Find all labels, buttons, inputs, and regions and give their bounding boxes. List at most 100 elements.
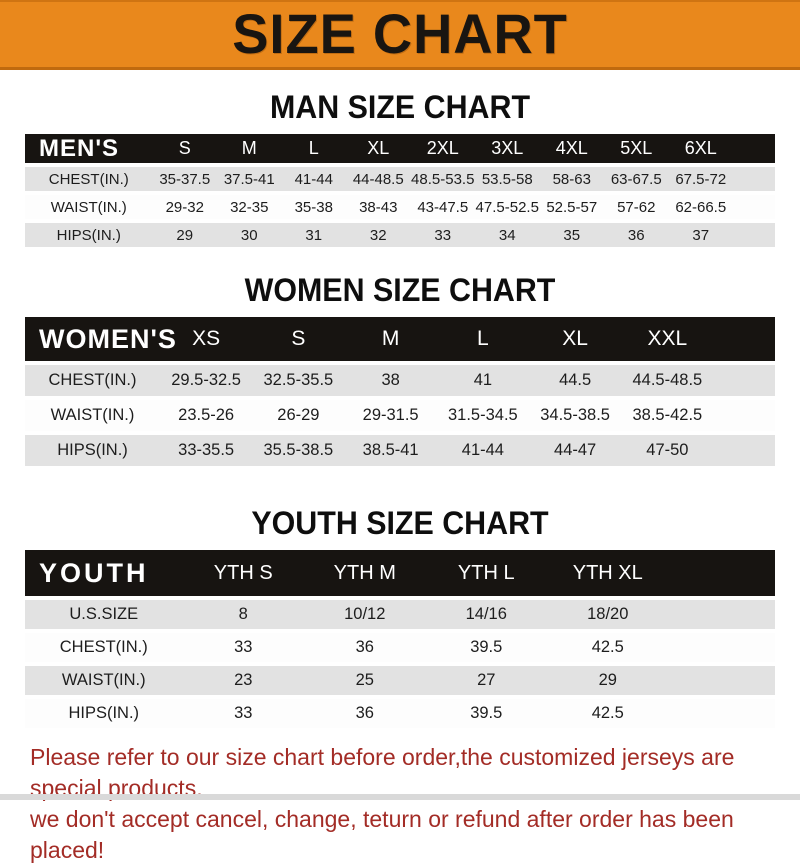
size-table: WOMEN'S XS S M L XL XXL CHEST(IN.) 29.5-32.5 32.…: [25, 313, 775, 470]
value-cell: 44-48.5: [352, 170, 404, 188]
value-cell: 57-62: [617, 198, 656, 216]
value-cell: 29: [176, 226, 194, 244]
value-cell: 63-67.5: [610, 170, 662, 188]
row-label: HIPS(IN.): [56, 226, 121, 244]
value-cell: 39.5: [470, 638, 503, 656]
section-title: MAN SIZE CHART: [269, 89, 531, 125]
table-row: HIPS(IN.) 33 36 39.5 42.5: [25, 699, 775, 728]
value-cell: 44-47: [554, 441, 597, 459]
size-column-header: YTH M: [333, 561, 396, 584]
value-cell: 47.5-52.5: [475, 198, 539, 216]
row-label: HIPS(IN.): [57, 441, 128, 459]
value-cell: 67.5-72: [675, 170, 727, 188]
row-label: CHEST(IN.): [48, 170, 129, 188]
table-header-row: WOMEN'S XS S M L XL XXL: [25, 317, 775, 361]
table-corner-label: MEN'S: [39, 134, 120, 162]
value-cell: 33: [434, 226, 452, 244]
value-cell: 44.5: [559, 371, 592, 389]
row-label: WAIST(IN.): [50, 406, 135, 424]
bottom-strip: [0, 794, 800, 800]
size-column-header: YTH XL: [572, 561, 643, 584]
size-column-header: XS: [192, 327, 221, 350]
size-column-header: 2XL: [426, 138, 459, 158]
row-filler: [669, 633, 776, 662]
value-cell: 25: [355, 671, 374, 689]
value-cell: 29: [598, 671, 617, 689]
value-cell: 26-29: [277, 406, 320, 424]
size-column-header: 3XL: [491, 138, 524, 158]
size-table: YOUTH YTH S YTH M YTH L YTH XL U.S.SIZE 8 10/1…: [25, 546, 775, 732]
value-cell: 38-43: [359, 198, 398, 216]
size-column-header: M: [241, 138, 257, 158]
size-column-header: 4XL: [555, 138, 588, 158]
table-row: CHEST(IN.) 35-37.5 37.5-41 41-44 44-48.5 48.5…: [25, 167, 775, 191]
value-cell: 32: [369, 226, 387, 244]
value-cell: 37.5-41: [223, 170, 275, 188]
table-row: CHEST(IN.) 29.5-32.5 32.5-35.5 38 41 44.5 44.5…: [25, 365, 775, 396]
value-cell: 39.5: [470, 704, 503, 722]
size-column-header: S: [291, 327, 306, 350]
value-cell: 36: [627, 226, 645, 244]
value-cell: 32.5-35.5: [263, 371, 334, 389]
value-cell: 23.5-26: [178, 406, 235, 424]
size-table: MEN'S S M L XL 2XL 3XL 4XL 5XL 6XL CHEST(IN.) 35-3…: [25, 130, 775, 251]
value-cell: 35: [563, 226, 581, 244]
table-row: HIPS(IN.) 33-35.5 35.5-38.5 38.5-41 41-44 44-…: [25, 435, 775, 466]
row-filler: [669, 600, 776, 629]
value-cell: 10/12: [344, 605, 386, 623]
value-cell: 29.5-32.5: [171, 371, 241, 389]
value-cell: 8: [238, 605, 248, 623]
size-column-header: M: [381, 327, 400, 350]
row-filler: [733, 195, 775, 219]
size-section: YOUTH SIZE CHART YOUTH YTH S YTH M YTH L YTH…: [0, 506, 800, 732]
table-corner-label: YOUTH: [39, 557, 149, 588]
size-column-header: YTH S: [213, 561, 273, 584]
value-cell: 29-32: [165, 198, 204, 216]
table-row: WAIST(IN.) 23 25 27 29: [25, 666, 775, 695]
footer-notice: Please refer to our size chart before or…: [30, 742, 800, 866]
size-column-header: XXL: [647, 327, 688, 350]
size-column-header: 5XL: [620, 138, 653, 158]
value-cell: 38.5-42.5: [632, 406, 703, 424]
table-header-row: YOUTH YTH S YTH M YTH L YTH XL: [25, 550, 775, 596]
value-cell: 53.5-58: [481, 170, 533, 188]
value-cell: 38.5-41: [362, 441, 419, 459]
value-cell: 18/20: [587, 605, 629, 623]
value-cell: 35-38: [294, 198, 333, 216]
size-column-header: XL: [367, 138, 390, 158]
value-cell: 52.5-57: [546, 198, 598, 216]
value-cell: 29-31.5: [362, 406, 419, 424]
value-cell: 41: [473, 371, 493, 389]
value-cell: 35-37.5: [159, 170, 211, 188]
value-cell: 36: [355, 638, 374, 656]
value-cell: 37: [692, 226, 710, 244]
row-label: U.S.SIZE: [69, 605, 139, 623]
row-filler: [733, 167, 775, 191]
row-filler: [714, 365, 776, 396]
value-cell: 42.5: [591, 638, 624, 656]
row-filler: [669, 699, 776, 728]
banner: SIZE CHART: [0, 0, 800, 70]
value-cell: 47-50: [646, 441, 689, 459]
value-cell: 33: [234, 704, 253, 722]
value-cell: 62-66.5: [675, 198, 727, 216]
row-label: WAIST(IN.): [61, 671, 146, 689]
value-cell: 34: [498, 226, 516, 244]
row-label: WAIST(IN.): [50, 198, 127, 216]
value-cell: 23: [234, 671, 253, 689]
value-cell: 43-47.5: [417, 198, 469, 216]
value-cell: 38: [381, 371, 400, 389]
row-label: CHEST(IN.): [59, 638, 148, 656]
size-column-header: L: [477, 327, 489, 350]
banner-title: SIZE CHART: [232, 1, 568, 65]
row-filler: [714, 435, 776, 466]
row-filler: [669, 666, 776, 695]
value-cell: 44.5-48.5: [632, 371, 703, 389]
header-filler: [669, 550, 776, 596]
table-corner-label: WOMEN'S: [39, 323, 177, 354]
section-title: WOMEN SIZE CHART: [244, 272, 556, 308]
size-column-header: L: [308, 138, 319, 158]
value-cell: 31: [305, 226, 323, 244]
size-column-header: XL: [562, 327, 588, 350]
